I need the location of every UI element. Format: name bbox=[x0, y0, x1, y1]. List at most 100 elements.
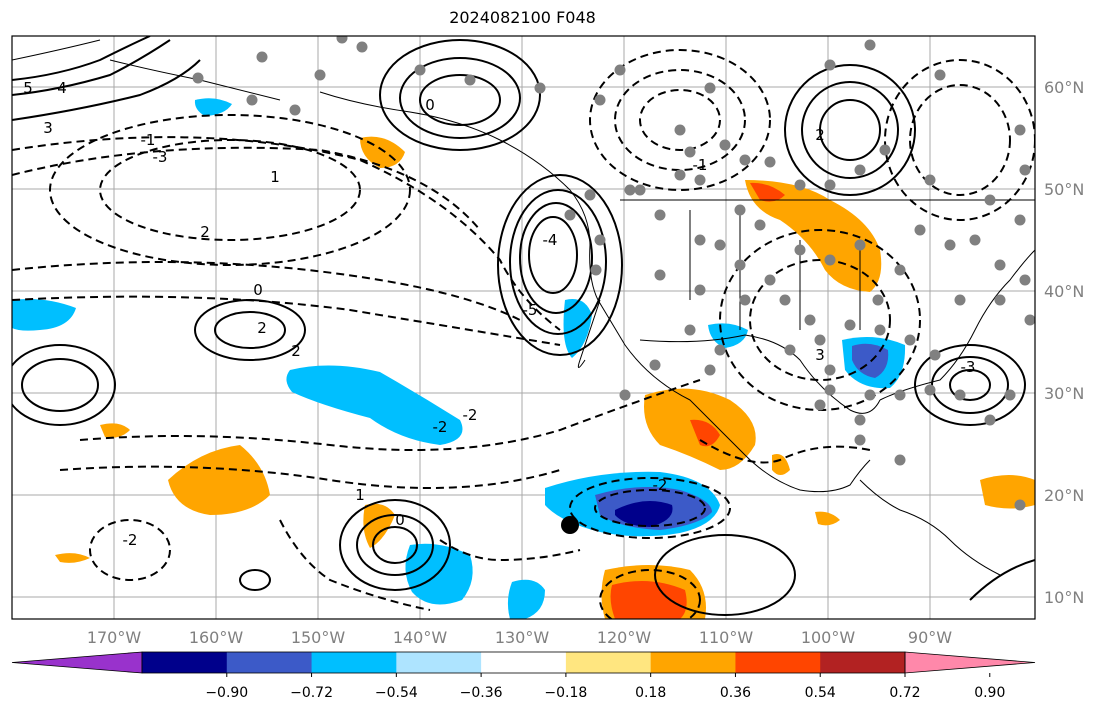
colorbar: −0.90 −0.72 −0.54 −0.36 −0.18 0.18 0.36 0.54 0.7… bbox=[11, 651, 1036, 701]
blue-patch-gulf-of-alaska bbox=[194, 98, 232, 116]
colorbar-tick-label: 0.18 bbox=[635, 685, 666, 701]
solid-contours bbox=[12, 36, 1035, 616]
station-dot bbox=[356, 41, 368, 53]
station-dot bbox=[994, 259, 1006, 271]
station-dot bbox=[1024, 314, 1035, 326]
station-dot bbox=[824, 179, 836, 191]
station-dot bbox=[594, 234, 606, 246]
colorbar-tick-label: 0.72 bbox=[889, 685, 920, 701]
blue-patch-desert bbox=[708, 323, 748, 348]
station-dot bbox=[719, 139, 731, 151]
contour-label: 2 bbox=[815, 126, 825, 144]
station-dot bbox=[739, 294, 751, 306]
station-dot bbox=[714, 344, 726, 356]
red-patch-south bbox=[610, 581, 687, 619]
station-dot bbox=[734, 259, 746, 271]
longitude-label: 120°W bbox=[597, 628, 652, 647]
latitude-label: 40°N bbox=[1044, 282, 1084, 301]
station-dot bbox=[779, 294, 791, 306]
station-dot bbox=[1014, 124, 1026, 136]
station-dot bbox=[824, 254, 836, 266]
blue-patch-south-2 bbox=[507, 579, 545, 619]
latitude-labels: 60°N 50°N 40°N 30°N 20°N 10°N bbox=[1044, 78, 1084, 607]
blue-patch-central-pacific bbox=[286, 365, 463, 445]
station-dot bbox=[929, 349, 941, 361]
station-dot bbox=[256, 51, 268, 63]
longitude-label: 150°W bbox=[291, 628, 346, 647]
station-dot bbox=[314, 69, 326, 81]
station-dot bbox=[814, 334, 826, 346]
red-patch-canada bbox=[750, 182, 785, 202]
colorbar-tick-label: −0.72 bbox=[290, 685, 333, 701]
latitude-label: 10°N bbox=[1044, 588, 1084, 607]
station-dot bbox=[1014, 499, 1026, 511]
longitude-labels: 170°W 160°W 150°W 140°W 130°W 120°W 110°W 100°W… bbox=[87, 628, 952, 647]
station-dot bbox=[954, 389, 966, 401]
station-dot bbox=[246, 94, 258, 106]
station-dot bbox=[674, 169, 686, 181]
contour-label: 5 bbox=[23, 79, 33, 97]
contour-label: -2 bbox=[123, 531, 138, 549]
contour-label: -5 bbox=[523, 301, 538, 319]
station-dot bbox=[994, 294, 1006, 306]
colorbar-segment bbox=[735, 652, 821, 673]
contour-label: -3 bbox=[153, 148, 168, 166]
colorbar-outline bbox=[141, 651, 906, 674]
station-dot bbox=[714, 239, 726, 251]
station-dot bbox=[289, 104, 301, 116]
station-dot bbox=[944, 239, 956, 251]
contour-label: -2 bbox=[433, 418, 448, 436]
latitude-label: 60°N bbox=[1044, 78, 1084, 97]
station-dot bbox=[864, 389, 876, 401]
station-dot bbox=[954, 294, 966, 306]
colorbar-segment bbox=[650, 652, 736, 673]
longitude-label: 170°W bbox=[87, 628, 142, 647]
station-dot bbox=[674, 124, 686, 136]
station-dot bbox=[704, 364, 716, 376]
longitude-label: 100°W bbox=[801, 628, 856, 647]
station-dot bbox=[984, 414, 996, 426]
colorbar-segment bbox=[481, 652, 567, 673]
station-dot bbox=[914, 224, 926, 236]
station-dot bbox=[854, 239, 866, 251]
contour-label: -3 bbox=[961, 358, 976, 376]
colorbar-tick-label: −0.18 bbox=[544, 685, 587, 701]
colorbar-tick-label: 0.36 bbox=[720, 685, 751, 701]
longitude-label: 130°W bbox=[495, 628, 550, 647]
colorbar-segment bbox=[820, 652, 906, 673]
station-dot bbox=[654, 209, 666, 221]
colorbar-tick-label: 0.90 bbox=[974, 685, 1005, 701]
blue-patch-south bbox=[405, 543, 473, 605]
station-dot bbox=[654, 269, 666, 281]
station-dot bbox=[192, 72, 204, 84]
station-dot bbox=[619, 389, 631, 401]
contour-label: 1 bbox=[355, 486, 365, 504]
map-area bbox=[12, 36, 1035, 619]
colorbar-segment bbox=[396, 652, 482, 673]
map-title: 2024082100 F048 bbox=[449, 8, 596, 27]
station-dot bbox=[814, 399, 826, 411]
station-dot bbox=[984, 194, 996, 206]
colorbar-tick-label: −0.36 bbox=[460, 685, 503, 701]
station-dot bbox=[764, 274, 776, 286]
colorbar-segment bbox=[142, 652, 228, 673]
contour-label: 0 bbox=[395, 511, 405, 529]
station-dot bbox=[1019, 164, 1031, 176]
contour-label: 3 bbox=[43, 119, 53, 137]
station-dot bbox=[874, 324, 886, 336]
station-dot bbox=[614, 64, 626, 76]
orange-patch-canada bbox=[745, 180, 882, 292]
contour-label: 1 bbox=[270, 168, 280, 186]
contour-label: 2 bbox=[291, 342, 301, 360]
station-dot bbox=[590, 264, 602, 276]
contour-label: -4 bbox=[543, 231, 558, 249]
station-markers bbox=[192, 36, 1035, 511]
station-dot bbox=[824, 364, 836, 376]
orange-patch-small-3 bbox=[772, 454, 790, 475]
orange-patch-caribbean bbox=[980, 475, 1035, 509]
station-dot bbox=[824, 384, 836, 396]
station-dot bbox=[804, 314, 816, 326]
contour-label: 2 bbox=[200, 223, 210, 241]
station-dot bbox=[1004, 389, 1016, 401]
